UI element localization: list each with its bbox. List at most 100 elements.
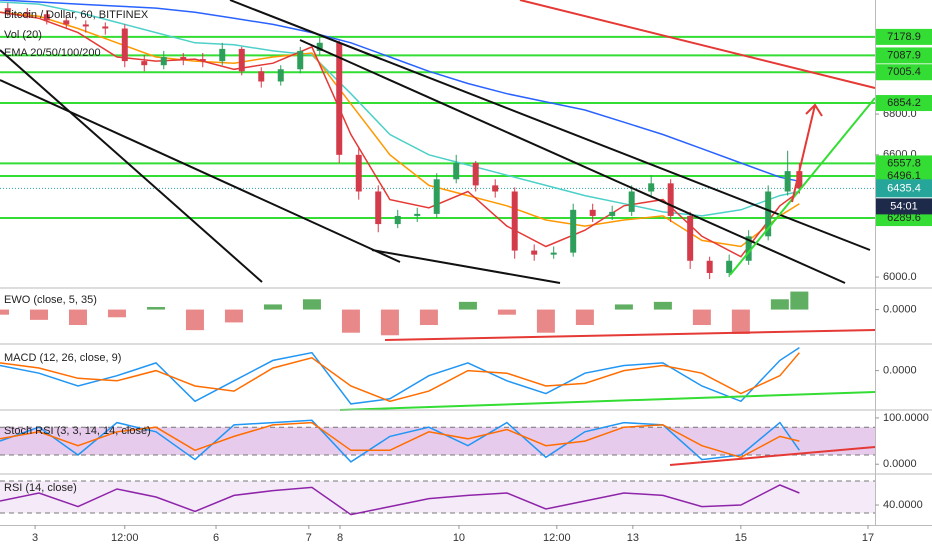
last-price-tag [876,179,932,198]
candle-body [628,191,635,212]
candle-body [102,26,109,29]
candle-body [570,209,577,253]
panel-marks [0,291,809,336]
level-label: 6289.6 [887,212,921,224]
panel-title: Stoch RSI (3, 3, 14, 14, close) [4,425,151,437]
panel-back [0,480,875,514]
x-tick-label: 13 [627,532,639,544]
level-tag [876,95,932,112]
countdown-tag [876,198,932,215]
candle-body [24,12,31,15]
histogram-bar [497,309,516,315]
histogram-bar [692,309,711,325]
candle-body [765,191,772,237]
candle-body [394,215,401,225]
candle-body [121,28,128,62]
level-label: 7087.9 [887,49,921,61]
indicator-label: Vol (20) [4,29,42,41]
indicator-label: EMA 20/50/100/200 [4,47,101,59]
x-tick-label: 6 [213,532,219,544]
panel-back [0,35,875,220]
level-label: 6496.1 [887,170,921,182]
histogram-bar [731,309,750,334]
y-tick-label: 0.0000 [883,458,917,470]
series-line [0,1,800,217]
series-line [0,0,800,183]
candle-body [63,20,70,25]
trendline [729,97,876,276]
histogram-bar [458,301,477,310]
candle-body [180,57,187,60]
candle-body [414,213,421,216]
y-tick-label: 100.0000 [883,412,929,424]
histogram-bar [653,301,672,310]
level-label: 7178.9 [887,31,921,43]
x-tick-label: 12:00 [111,532,139,544]
candle-body [648,183,655,192]
histogram-bar [68,309,87,325]
x-tick-label: 17 [862,532,874,544]
panel-title: EWO (close, 5, 35) [4,294,97,306]
histogram-bar [536,309,555,333]
candle-body [492,185,499,192]
marks-layer [0,0,809,516]
candle-body [667,183,674,216]
x-tick-label: 3 [32,532,38,544]
trendline [299,39,846,284]
candle-body [472,162,479,186]
candle-body [199,59,206,62]
histogram-bar [419,309,438,325]
y-tick-label: 40.0000 [883,499,923,511]
series-line [0,484,800,516]
trendline [229,0,871,251]
arrow [791,104,816,203]
candle-body [160,57,167,66]
back-layer [0,35,875,514]
candle-body [433,179,440,214]
histogram-bar [614,304,633,310]
x-tick-label: 8 [337,532,343,544]
histogram-bar [790,291,809,310]
last-price-label: 6435.4 [887,182,921,194]
candle-body [796,171,803,189]
panel-marks [0,0,803,280]
trendline [371,249,561,284]
series-line [0,421,800,459]
candle-body [297,50,304,70]
histogram-bar [224,309,243,323]
series-line [0,419,801,463]
arrow-head [805,103,823,117]
level-label: 7005.4 [887,66,921,78]
histogram-bar [29,309,48,320]
candle-body [589,209,596,216]
series-line [0,11,800,248]
trendline [384,329,876,341]
histogram-bar [341,309,360,333]
series-line [0,352,800,403]
panel-title: RSI (14, close) [4,482,77,494]
candle-body [745,236,752,261]
series-line [0,346,800,405]
histogram-bar [263,304,282,310]
candle-body [336,42,343,155]
candle-body [258,71,265,82]
candle-body [219,48,226,62]
level-label: 6854.2 [887,97,921,109]
histogram-bar [185,309,204,331]
candle-body [687,215,694,261]
histogram-bar [107,309,126,318]
panel-marks [0,484,800,516]
histogram-bar [575,309,594,325]
level-tag [876,47,932,64]
y-tick-label: 0.0000 [883,303,917,315]
chart-title: Bitcoin / Dollar, 60, BITFINEX [4,9,149,21]
histogram-bar [0,309,9,315]
candle-body [453,162,460,180]
y-tick-label: 6000.0 [883,271,917,283]
candle-body [531,250,538,255]
candle-body [706,260,713,273]
candle-body [609,211,616,216]
candle-body [82,24,89,27]
